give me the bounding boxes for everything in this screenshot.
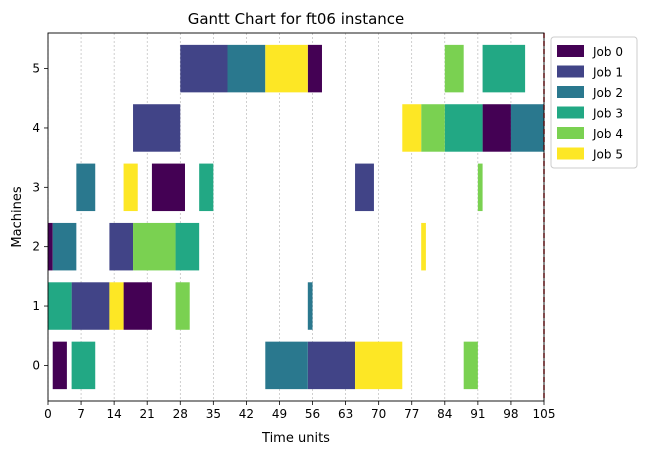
task-bar-job-0 — [151, 163, 185, 212]
task-bar-job-0 — [123, 282, 152, 330]
task-bar-job-4 — [444, 44, 464, 93]
task-bars — [48, 33, 545, 401]
task-bar-job-3 — [199, 163, 214, 212]
x-axis-label: Time units — [261, 431, 330, 446]
x-tick-label: 35 — [206, 407, 221, 421]
legend-label: Job 4 — [592, 127, 623, 141]
x-tick-label: 21 — [140, 407, 155, 421]
task-bar-job-5 — [109, 282, 124, 330]
legend-swatch — [557, 86, 584, 98]
y-tick-label: 3 — [32, 180, 40, 194]
task-bar-job-5 — [355, 341, 403, 390]
x-tick-label: 84 — [437, 407, 452, 421]
legend-swatch — [557, 127, 584, 139]
y-tick-label: 4 — [32, 121, 40, 135]
x-tick-label: 98 — [503, 407, 518, 421]
y-axis-label: Machines — [10, 186, 25, 247]
task-bar-job-4 — [175, 282, 190, 330]
task-bar-job-3 — [48, 282, 72, 330]
legend-swatch — [557, 106, 584, 119]
x-tick-label: 14 — [106, 407, 121, 421]
axes: 0 7 14 21 28 35 42 49 56 63 70 77 84 91 98 105 0 1 2 3 4 5 — [32, 32, 556, 421]
legend-label: Job 3 — [592, 107, 623, 121]
task-bar-job-2 — [265, 341, 308, 390]
task-bar-job-1 — [180, 44, 228, 93]
task-bar-job-2 — [76, 163, 96, 212]
chart-title: Gantt Chart for ft06 instance — [188, 10, 405, 28]
task-bar-job-3 — [175, 222, 200, 271]
legend: Job 0 Job 1 Job 2 Job 3 Job 4 Job 5 — [550, 36, 638, 169]
x-tick-label: 105 — [533, 407, 556, 421]
task-bar-job-4 — [133, 222, 176, 271]
x-tick-label: 70 — [371, 407, 386, 421]
legend-swatch — [557, 147, 584, 160]
legend-label: Job 0 — [592, 45, 623, 59]
task-bar-job-0 — [482, 104, 511, 152]
y-tick-label: 5 — [32, 62, 40, 76]
task-bar-job-1 — [355, 163, 374, 212]
task-bar-job-3 — [482, 44, 526, 93]
task-bar-job-2 — [510, 104, 544, 152]
legend-label: Job 5 — [592, 148, 623, 162]
x-tick-label: 91 — [470, 407, 485, 421]
x-tick-label: 28 — [173, 407, 188, 421]
task-bar-job-2 — [52, 222, 77, 271]
task-bar-job-2 — [307, 282, 313, 330]
y-tick-label: 2 — [32, 240, 40, 254]
x-tick-label: 7 — [77, 407, 85, 421]
task-bar-job-1 — [307, 341, 356, 390]
x-tick-label: 56 — [305, 407, 320, 421]
x-tick-label: 0 — [44, 407, 52, 421]
x-tick-label: 42 — [239, 407, 254, 421]
task-bar-job-5 — [402, 104, 422, 152]
task-bar-job-5 — [421, 222, 426, 271]
plot-frame — [47, 32, 545, 402]
y-tick-label: 1 — [32, 299, 40, 313]
task-bar-job-0 — [307, 44, 322, 93]
legend-swatch — [557, 45, 584, 57]
task-bar-job-5 — [265, 44, 308, 93]
legend-label: Job 1 — [592, 66, 623, 80]
x-tick-label: 63 — [338, 407, 353, 421]
task-bar-job-4 — [421, 104, 445, 152]
task-bar-job-0 — [48, 222, 53, 271]
task-bar-job-0 — [52, 341, 67, 390]
task-bar-job-2 — [227, 44, 266, 93]
legend-label: Job 2 — [592, 86, 623, 100]
task-bar-job-3 — [71, 341, 96, 390]
task-bar-job-4 — [463, 341, 478, 390]
task-bar-job-5 — [123, 163, 138, 212]
task-bar-job-4 — [477, 163, 483, 212]
task-bar-job-1 — [71, 282, 110, 330]
y-tick-label: 0 — [32, 358, 40, 372]
x-tick-label: 49 — [272, 407, 287, 421]
task-bar-job-3 — [444, 104, 483, 152]
legend-swatch — [557, 65, 584, 78]
task-bar-job-1 — [133, 104, 181, 152]
task-bar-job-1 — [109, 222, 134, 271]
x-tick-label: 77 — [404, 407, 419, 421]
